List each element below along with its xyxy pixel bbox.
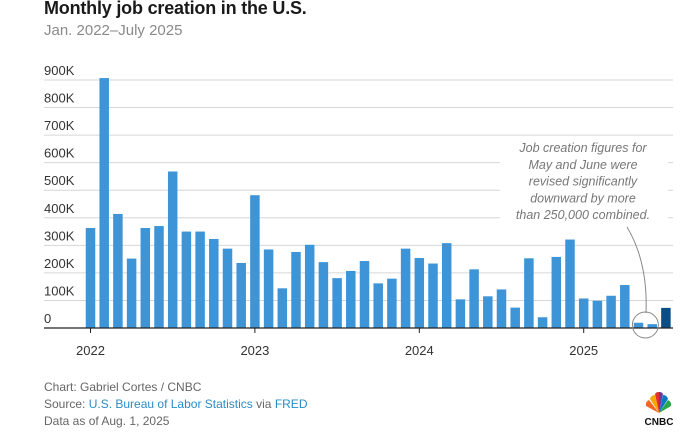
bar-2024-01 [414,258,425,328]
y-tick-label: 0 [44,311,51,326]
source-via: via [252,397,275,411]
cnbc-peacock-logo: CNBC [645,391,674,428]
bar-2023-04 [291,251,301,328]
y-tick-label: 800K [44,91,75,106]
bar-2023-06 [318,262,329,328]
bar-chart: 0 100K 200K 300K 400K 500K 600K 700K 800K 900K 202… [44,63,673,358]
y-tick-label: 600K [44,146,75,161]
annotation-text: Job creation figures for [518,141,647,155]
chart-credit: Chart: Gabriel Cortes / CNBC [44,380,202,394]
bar-2024-09 [524,258,534,328]
bar-2023-07 [332,278,342,328]
x-tick-label: 2023 [240,343,269,358]
bar-2022-01 [85,227,96,328]
chart-title: Monthly job creation in the U.S. [44,0,307,18]
bar-2024-08 [510,307,520,328]
bar-2024-05 [469,269,479,328]
bar-2022-12 [236,262,246,328]
bar-2025-01 [578,298,589,328]
bar-2024-11 [551,256,562,328]
bar-2024-04 [455,299,466,328]
y-tick-label: 900K [44,63,75,78]
bar-2024-02 [428,263,438,328]
annotation-background [500,137,668,223]
bar-2022-08 [181,231,192,328]
bar-2023-05 [304,244,315,328]
fred-link[interactable]: FRED [274,397,308,411]
chart-subtitle: Jan. 2022–July 2025 [44,22,183,39]
bar-2023-03 [277,288,288,328]
bar-2022-09 [195,231,205,328]
y-tick-label: 700K [44,118,75,133]
bar-2023-09 [359,261,370,328]
source-prefix: Source: [44,397,89,411]
annotation-text: revised significantly [529,175,638,189]
y-tick-label: 300K [44,228,75,243]
bar-2023-02 [263,249,274,328]
bar-2025-07 [661,307,671,328]
bar-2023-08 [346,270,356,328]
bar-2022-07 [167,171,178,328]
y-tick-label: 500K [44,173,75,188]
bls-link[interactable]: U.S. Bureau of Labor Statistics [88,397,253,411]
bar-2025-05 [633,322,644,328]
bar-2022-10 [209,238,219,328]
bar-2024-12 [565,239,575,328]
bar-2022-05 [140,227,151,328]
bar-2025-03 [606,295,616,328]
bar-2024-10 [537,317,548,328]
bar-2024-07 [496,289,507,328]
bar-2025-04 [620,285,630,328]
bar-2022-02 [99,78,109,329]
data-date: Data as of Aug. 1, 2025 [44,414,170,428]
annotation-circle [631,311,659,339]
bar-2024-03 [441,243,452,328]
y-tick-label: 100K [44,283,75,298]
bar-2023-10 [373,283,383,328]
bar-2022-06 [154,226,164,328]
bar-2023-12 [400,248,411,328]
bar-2022-03 [113,213,123,328]
bar-2024-06 [483,296,493,328]
x-tick-label: 2024 [405,343,434,358]
bar-2023-01 [250,195,260,328]
annotation-text: May and June were [528,158,637,172]
x-tick-label: 2022 [76,343,105,358]
x-tick-label: 2025 [569,343,598,358]
y-tick-label: 400K [44,201,75,216]
bar-2023-11 [387,278,397,328]
bar-2025-02 [592,300,603,328]
cnbc-logo-text: CNBC [645,417,674,428]
source-line: Source: U.S. Bureau of Labor Statistics … [44,397,307,411]
y-tick-label: 200K [44,256,75,271]
bar-2025-06 [647,324,657,328]
annotation-leader-line [626,226,647,314]
bar-2022-11 [222,248,233,328]
annotation-text: downward by more [530,191,636,205]
bar-2022-04 [126,258,137,328]
annotation-text: than 250,000 combined. [516,208,650,222]
